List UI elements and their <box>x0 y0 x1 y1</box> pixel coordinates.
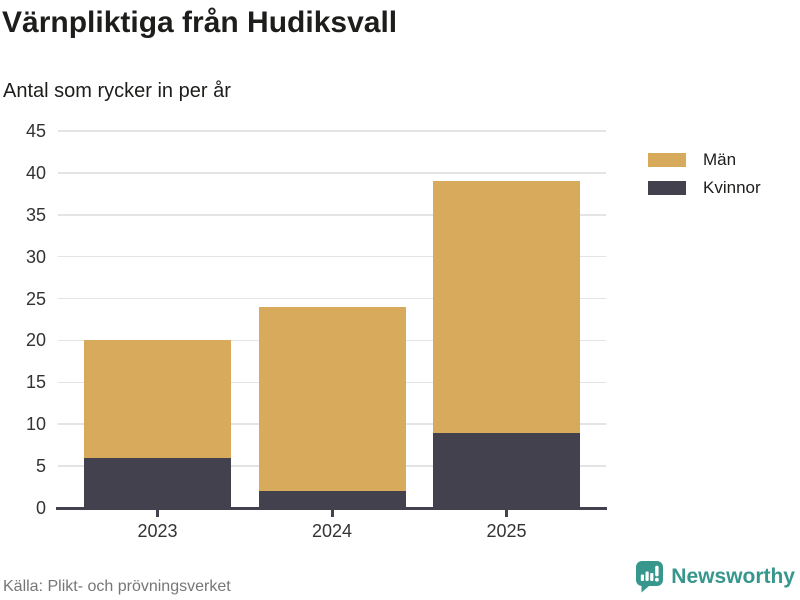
ytick-label-30: 30 <box>25 246 46 267</box>
ytick-label-35: 35 <box>25 204 46 225</box>
gridline-y-30 <box>58 255 606 258</box>
legend-item-kvinnor: Kvinnor <box>648 174 761 202</box>
legend-swatch-kvinnor <box>648 181 686 195</box>
legend-swatch-man <box>648 153 686 167</box>
xtick-2025 <box>505 509 508 517</box>
ytick-label-0: 0 <box>35 498 46 518</box>
source-note: Källa: Plikt- och prövningsverket <box>3 578 231 595</box>
newsworthy-branding: Newsworthy <box>636 561 795 593</box>
ytick-label-15: 15 <box>25 372 46 393</box>
ytick-label-40: 40 <box>25 162 46 183</box>
gridline-y-45 <box>58 130 606 132</box>
newsworthy-logo-icon <box>636 561 664 593</box>
legend: Män Kvinnor <box>648 146 761 202</box>
gridline-y-40 <box>58 172 606 174</box>
ytick-label-5: 5 <box>35 456 46 477</box>
legend-item-man: Män <box>648 146 761 174</box>
newsworthy-wordmark: Newsworthy <box>671 565 795 588</box>
xtick-label-2024: 2024 <box>311 521 353 541</box>
legend-label-man: Män <box>703 150 737 169</box>
x-axis-line <box>56 506 607 510</box>
bar-2025-Män <box>433 181 580 433</box>
gridline-y-35 <box>58 214 606 216</box>
legend-label-kvinnor: Kvinnor <box>703 178 761 197</box>
bar-2023-Män <box>84 340 231 458</box>
bar-2024-Kvinnor <box>258 491 406 508</box>
ytick-label-25: 25 <box>25 288 46 309</box>
xtick-2023 <box>156 509 159 517</box>
chart-subtitle: Antal som rycker in per år <box>3 80 231 102</box>
gridline-y-25 <box>58 297 606 300</box>
ytick-label-45: 45 <box>25 121 46 141</box>
xtick-2024 <box>330 509 334 517</box>
bar-2024-Män <box>258 306 406 492</box>
bar-2025-Kvinnor <box>433 432 580 508</box>
chart-title: Värnpliktiga från Hudiksvall <box>2 6 398 39</box>
ytick-label-20: 20 <box>25 330 46 351</box>
xtick-label-2023: 2023 <box>137 521 178 541</box>
xtick-label-2025: 2025 <box>486 521 527 541</box>
bar-2023-Kvinnor <box>84 457 231 508</box>
ytick-label-10: 10 <box>25 414 46 435</box>
